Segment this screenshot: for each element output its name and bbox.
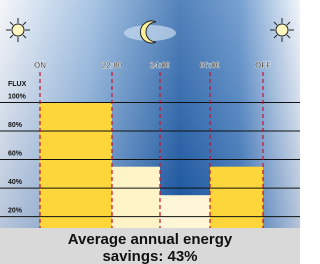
time-label: 22:00 <box>102 61 123 70</box>
y-axis-label: FLUX <box>8 81 27 88</box>
y-tick-label: 80% <box>8 122 23 129</box>
caption-panel: Average annual energy savings: 43% <box>0 228 300 264</box>
time-label: ON <box>34 61 46 70</box>
y-tick-label: 40% <box>8 179 23 186</box>
y-tick-label: 20% <box>8 207 23 214</box>
time-label: 24:00 <box>150 61 171 70</box>
time-label: 06:00 <box>200 61 221 70</box>
infographic: FLUX 100% 80% 60% 40% 20% ON 22:00 24:00 06:00 OF… <box>0 0 300 264</box>
time-label: OFF <box>255 61 271 70</box>
flux-bar <box>112 167 160 228</box>
caption: Average annual energy savings: 43% <box>60 231 240 264</box>
flux-bar <box>160 195 210 228</box>
flux-bar <box>40 103 112 228</box>
flux-bar <box>210 167 263 228</box>
chart: FLUX 100% 80% 60% 40% 20% ON 22:00 24:00 06:00 OF… <box>0 0 300 228</box>
y-tick-label: 100% <box>8 93 27 100</box>
y-tick-label: 60% <box>8 150 23 157</box>
